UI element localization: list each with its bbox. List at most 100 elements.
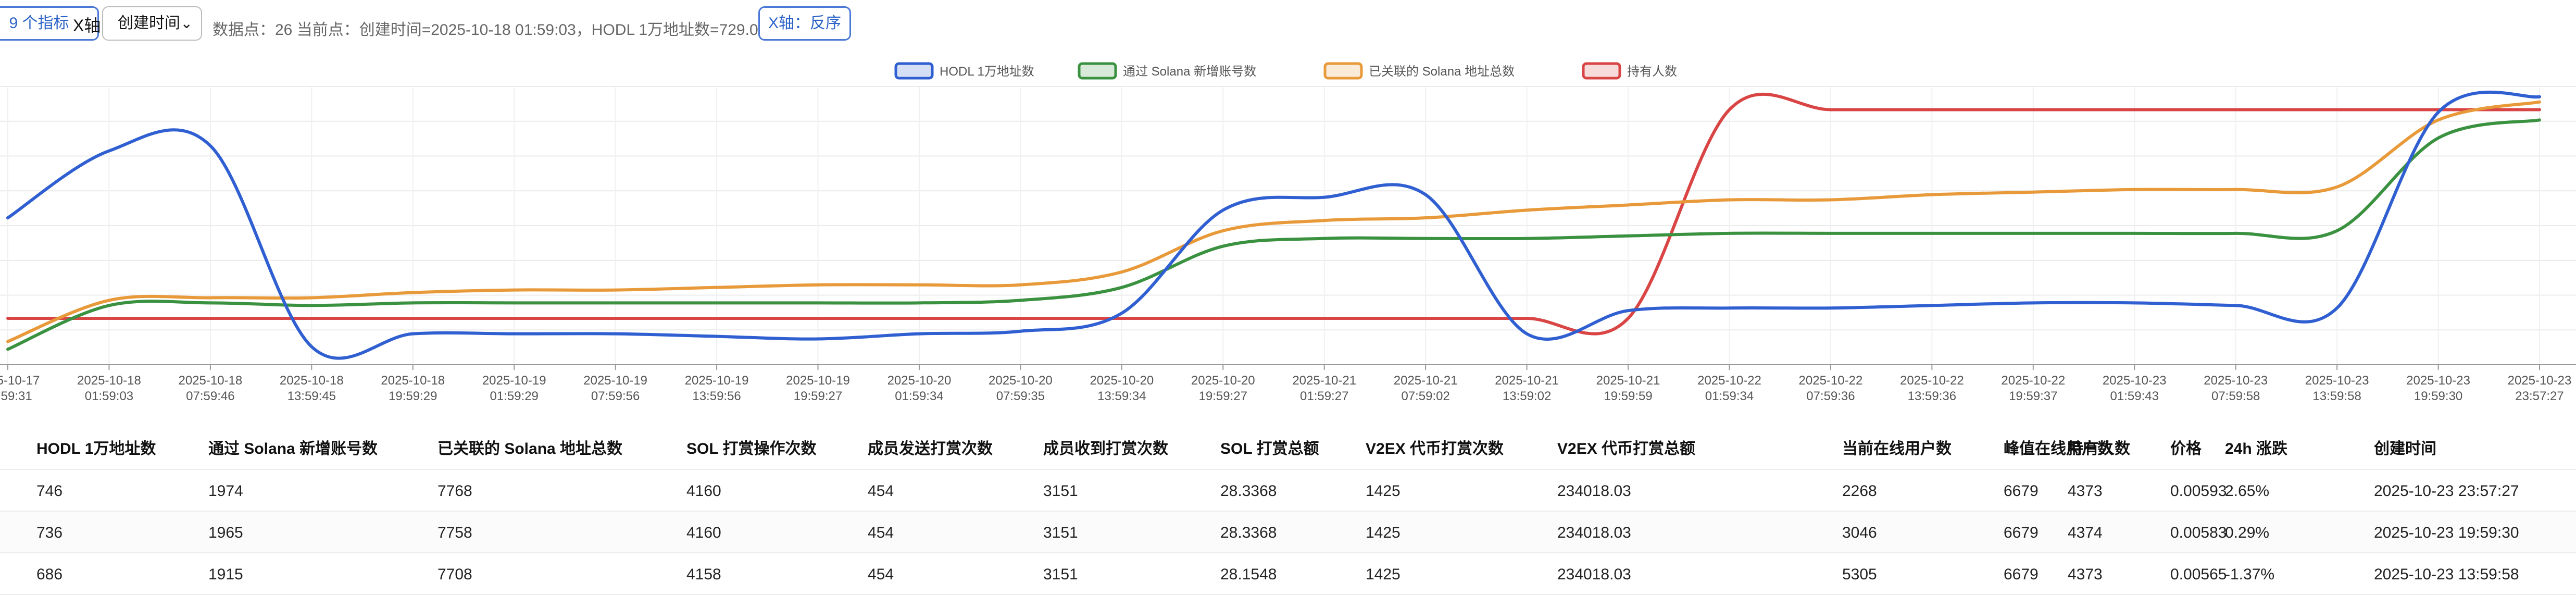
legend-label: 通过 Solana 新增账号数: [1123, 65, 1256, 79]
legend-item-3: 持有人数: [1582, 62, 1677, 80]
legend-item-2: 已关联的 Solana 地址总数: [1323, 62, 1515, 80]
x-tick-label-time: 07:59:36: [1806, 389, 1855, 403]
table-row[interactable]: 736 1965 7758 4160 454 3151 28.3368 1425 234018.…: [0, 512, 2576, 553]
x-tick-label-date: 2025-10-22: [1697, 374, 1761, 388]
x-tick-label-time: 19:59:37: [2009, 389, 2057, 403]
column-header[interactable]: 成员收到打赏次数: [1043, 440, 1168, 457]
x-tick-label-time: 19:59:27: [1199, 389, 1247, 403]
table-cell: -1.37%: [2225, 566, 2275, 583]
x-tick-label-time: 19:59:29: [389, 389, 437, 403]
x-tick-label-time: 19:59:59: [1604, 389, 1652, 403]
table-cell: 4160: [686, 482, 721, 500]
x-tick-label-date: 2025-10-20: [1090, 374, 1154, 388]
x-tick-label-date: 2025-10-20: [1191, 374, 1255, 388]
series-line-3: [6, 92, 2541, 336]
xaxis-label: X轴: [73, 16, 101, 35]
legend-label: HODL 1万地址数: [940, 65, 1034, 79]
data-table: HODL 1万地址数 通过 Solana 新增账号数 已关联的 Solana 地址总…: [0, 417, 2576, 595]
status-text: 数据点：26 当前点：创建时间=2025-10-18 01:59:03，HODL…: [212, 21, 767, 39]
x-tick-label-time: 19:59:31: [0, 389, 32, 403]
table-cell: 6679: [2004, 566, 2039, 583]
x-tick-label-date: 2025-10-18: [178, 374, 242, 388]
x-tick-label-date: 2025-10-20: [887, 374, 952, 388]
legend-swatch: [1582, 62, 1621, 80]
table-cell: 2.65%: [2225, 482, 2270, 500]
x-tick-label-date: 2025-10-21: [1292, 374, 1356, 388]
table-cell: 7768: [437, 482, 472, 500]
table-cell: 0.00565: [2170, 566, 2227, 583]
legend-swatch: [894, 62, 934, 80]
x-tick-label-date: 2025-10-20: [989, 374, 1053, 388]
column-header[interactable]: 通过 Solana 新增账号数: [208, 440, 378, 457]
series-line-1: [6, 118, 2541, 351]
table-cell: 2025-10-23 13:59:58: [2374, 566, 2519, 583]
x-tick-label-time: 01:59:34: [895, 389, 943, 403]
table-cell: 1915: [208, 566, 243, 583]
table-cell: 4160: [686, 524, 721, 541]
table-cell: 4373: [2068, 566, 2103, 583]
table-cell: 7708: [437, 566, 472, 583]
table-cell: 1425: [1366, 482, 1400, 500]
table-row[interactable]: 746 1974 7768 4160 454 3151 28.3368 1425 234018.…: [0, 470, 2576, 512]
legend-swatch: [1078, 62, 1117, 80]
table-cell: 454: [868, 566, 894, 583]
x-tick-label-date: 2025-10-21: [1596, 374, 1660, 388]
table-cell: 28.3368: [1220, 524, 1277, 541]
column-header[interactable]: V2EX 代币打赏次数: [1366, 440, 1504, 457]
x-tick-label-date: 2025-10-19: [685, 374, 749, 388]
legend-item-0: HODL 1万地址数: [894, 62, 1034, 80]
table-cell: 4158: [686, 566, 721, 583]
column-header[interactable]: 价格: [2170, 440, 2202, 457]
column-header[interactable]: 成员发送打赏次数: [868, 440, 993, 457]
x-tick-label-time: 01:59:27: [1300, 389, 1348, 403]
column-header[interactable]: SOL 打赏总额: [1220, 440, 1319, 457]
table-cell: 3046: [1842, 524, 1877, 541]
series-line-2: [6, 100, 2541, 343]
table-cell: 6679: [2004, 524, 2039, 541]
column-header[interactable]: SOL 打赏操作次数: [686, 440, 817, 457]
x-tick-label-time: 07:59:46: [186, 389, 234, 403]
table-cell: 2025-10-23 19:59:30: [2374, 524, 2519, 541]
x-tick-label-time: 13:59:58: [2312, 389, 2361, 403]
line-chart: HODL 1万地址数 通过 Solana 新增账号数 已关联的 Solana 地址总…: [0, 62, 2576, 403]
table-cell: 4373: [2068, 482, 2103, 500]
x-tick-label-time: 01:59:29: [490, 389, 538, 403]
x-tick-label-date: 2025-10-22: [1799, 374, 1863, 388]
x-tick-label-date: 2025-10-18: [280, 374, 344, 388]
column-header[interactable]: 24h 涨跌: [2225, 440, 2288, 457]
legend-label: 持有人数: [1627, 65, 1677, 79]
table-cell: 736: [36, 524, 63, 541]
metrics-selector-button[interactable]: 9 个指标: [0, 6, 99, 41]
x-tick-label-date: 2025-10-22: [2001, 374, 2065, 388]
column-header[interactable]: V2EX 代币打赏总额: [1557, 440, 1696, 457]
table-cell: 234018.03: [1557, 524, 1631, 541]
x-tick-label-time: 13:59:36: [1908, 389, 1956, 403]
column-header[interactable]: 峰值在线用户数: [2004, 440, 2113, 457]
table-header-row: HODL 1万地址数 通过 Solana 新增账号数 已关联的 Solana 地址总…: [0, 417, 2576, 470]
xaxis-reverse-button[interactable]: X轴：反序: [758, 6, 851, 41]
x-tick-label-date: 2025-10-21: [1495, 374, 1559, 388]
x-tick-label-date: 2025-10-21: [1394, 374, 1458, 388]
table-row[interactable]: 686 1915 7708 4158 454 3151 28.1548 1425 234018.…: [0, 553, 2576, 595]
table-cell: 1974: [208, 482, 243, 500]
x-tick-label-date: 2025-10-19: [786, 374, 850, 388]
x-tick-label-date: 2025-10-23: [2305, 374, 2369, 388]
x-tick-label-time: 23:57:27: [2515, 389, 2564, 403]
column-header[interactable]: 持有人数: [2068, 440, 2130, 457]
column-header[interactable]: 创建时间: [2374, 440, 2436, 457]
x-tick-label-time: 07:59:58: [2211, 389, 2260, 403]
chevron-down-icon: ⌄: [180, 15, 193, 31]
column-header[interactable]: 已关联的 Solana 地址总数: [437, 440, 623, 457]
legend-label: 已关联的 Solana 地址总数: [1369, 65, 1515, 79]
table-cell: 1425: [1366, 566, 1400, 583]
x-tick-label-time: 07:59:35: [996, 389, 1045, 403]
xaxis-select[interactable]: 创建时间 ⌄: [102, 6, 202, 41]
table-cell: 28.1548: [1220, 566, 1277, 583]
x-tick-label-time: 13:59:02: [1503, 389, 1551, 403]
chart-series: [6, 90, 2541, 360]
column-header[interactable]: HODL 1万地址数: [36, 440, 156, 457]
table-cell: 2268: [1842, 482, 1877, 500]
table-cell: 0.00583: [2170, 524, 2227, 541]
table-cell: 1965: [208, 524, 243, 541]
column-header[interactable]: 当前在线用户数: [1842, 440, 1952, 457]
